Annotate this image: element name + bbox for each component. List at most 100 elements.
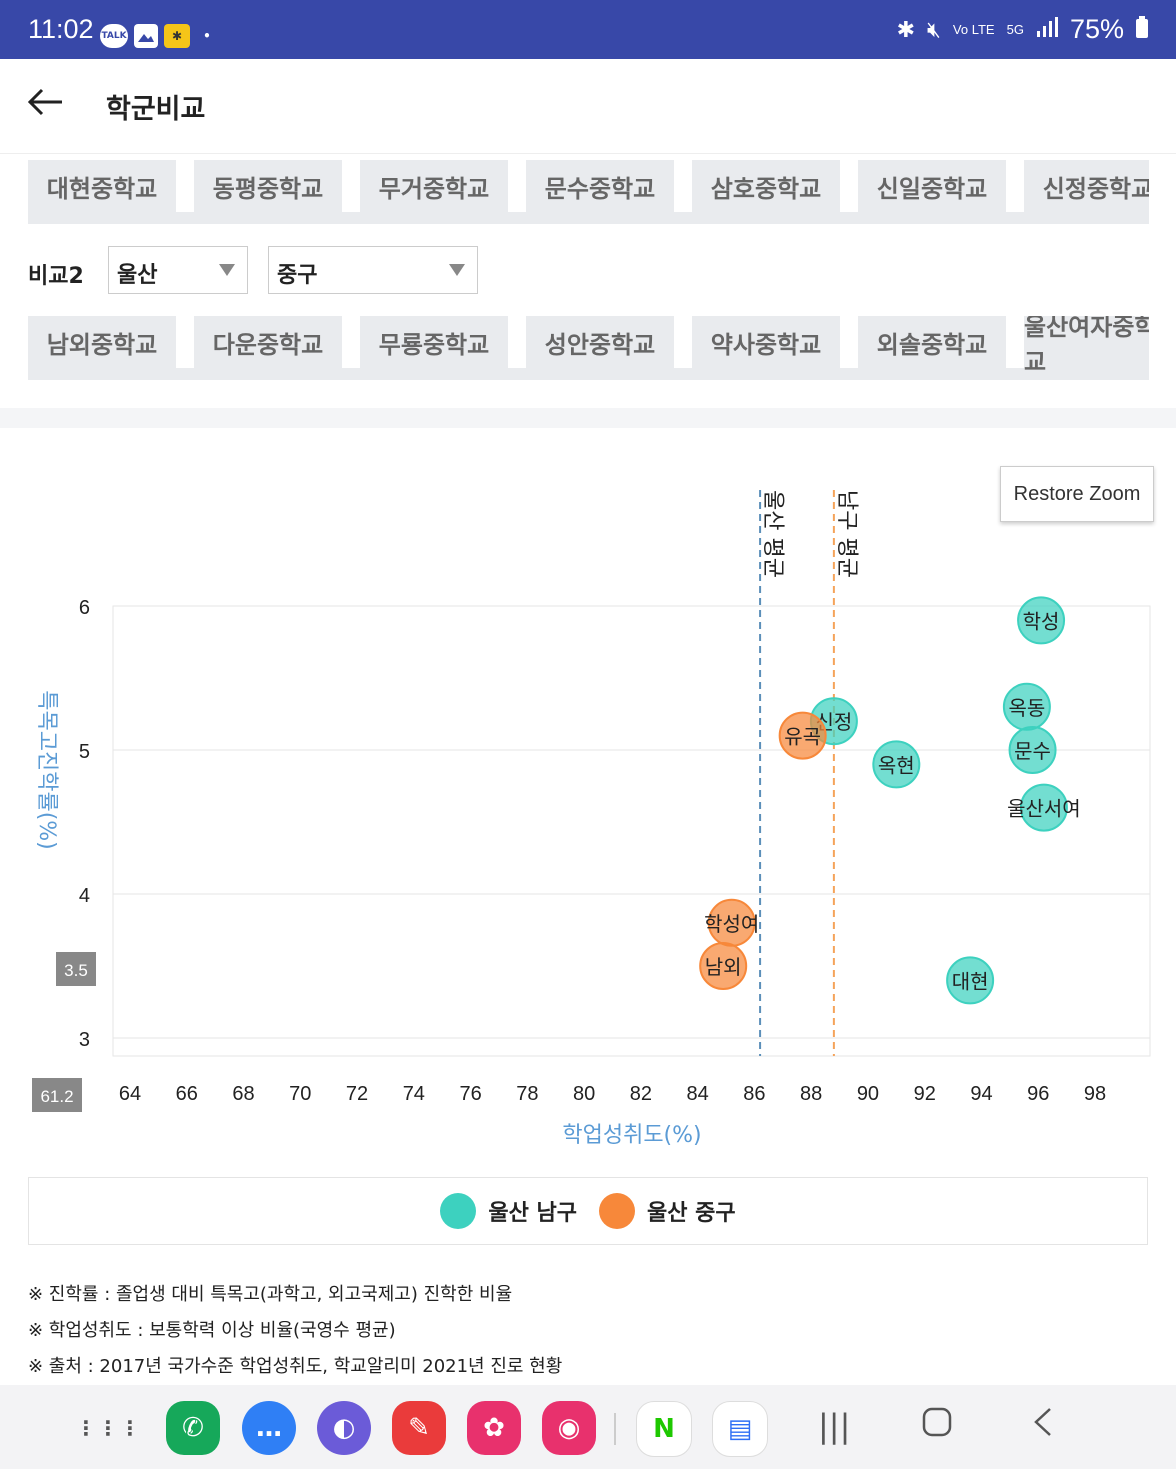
note-source: ※ 출처 : 2017년 국가수준 학업성취도, 학교알리미 2021년 진로 … (28, 1356, 563, 1377)
x-tick-label: 92 (914, 1083, 936, 1105)
tab-bar-base (28, 212, 1149, 224)
notes-icon[interactable]: ✎ (392, 1401, 446, 1455)
chart-legend: 울산 남구 울산 중구 (28, 1177, 1148, 1245)
talk-icon: TALK (100, 24, 128, 48)
status-time: 11:02 (28, 14, 94, 44)
internet-icon[interactable]: ◐ (317, 1401, 371, 1455)
x-tick-label: 76 (459, 1083, 481, 1105)
region-value: 울산 (117, 263, 158, 288)
data-point-label: 문수 (1014, 739, 1051, 763)
caret-down-icon (219, 264, 235, 276)
phone-icon[interactable]: ✆ (166, 1401, 220, 1455)
x-tick-label: 82 (630, 1083, 652, 1105)
school-tab[interactable]: 동평중학교 (194, 160, 360, 212)
home-button[interactable] (922, 1407, 952, 1445)
kakao-icon: ✱ (164, 24, 190, 48)
battery-icon (1136, 14, 1148, 45)
lte-icon: Vo LTE (952, 22, 995, 37)
school-tabs-2: 남외중학교 다운중학교 무룡중학교 성안중학교 약사중학교 외솔중학교 울산여자중학교 (28, 316, 1149, 380)
naver-map-icon[interactable]: N (636, 1401, 692, 1457)
data-point-label: 옥현 (878, 753, 915, 777)
school-tab[interactable]: 삼호중학교 (692, 160, 858, 212)
status-bar: 11:02 TALK ✱ • ✱ 🔇︎ Vo LTE 5G 75% (0, 0, 1176, 59)
legend-item[interactable]: 울산 남구 (440, 1193, 577, 1229)
district-select[interactable]: 중구 (268, 246, 478, 294)
y-tick-label: 3 (79, 1029, 90, 1051)
school-tabs-1: 대현중학교 동평중학교 무거중학교 문수중학교 삼호중학교 신일중학교 신정중학교 (28, 160, 1149, 224)
school-tab[interactable]: 문수중학교 (526, 160, 692, 212)
school-tab[interactable]: 대현중학교 (28, 160, 194, 212)
wallet-icon[interactable]: ▤ (712, 1401, 768, 1457)
caret-down-icon (449, 264, 465, 276)
bluetooth-icon: ✱ (896, 16, 916, 42)
x-tick-label: 80 (573, 1083, 595, 1105)
school-tab[interactable]: 울산여자중학교 (1024, 316, 1149, 376)
x-axis-title: 학업성취도(%) (562, 1123, 701, 1148)
school-tab[interactable]: 약사중학교 (692, 316, 858, 368)
x-tick-label: 88 (800, 1083, 822, 1105)
data-point-label: 남외 (705, 955, 742, 979)
camera-icon[interactable]: ◉ (542, 1401, 596, 1455)
x-tick-label: 98 (1084, 1083, 1106, 1105)
y-axis-title: 특목고진학률(%) (34, 690, 59, 850)
crosshair-y-box (56, 952, 96, 986)
status-right: ✱ 🔇︎ Vo LTE 5G 75% (897, 14, 1148, 45)
legend-dot (440, 1193, 477, 1229)
restore-zoom-button[interactable]: Restore Zoom (1000, 466, 1154, 522)
note-rate: ※ 진학률 : 졸업생 대비 특목고(과학고, 외고국제고) 진학한 비율 (28, 1284, 513, 1305)
y-tick-label: 4 (79, 885, 90, 907)
compare-label: 비교2 (28, 264, 84, 289)
data-point (1019, 783, 1068, 832)
school-tab[interactable]: 외솔중학교 (858, 316, 1024, 368)
reference-line-label: 남구 평균 (834, 490, 859, 578)
data-point-label: 옥동 (1008, 696, 1045, 720)
school-tab[interactable]: 신정중학교 (1024, 160, 1149, 212)
navigation-bar: ⋮⋮⋮ ✆ … ◐ ✎ ✿ ◉ N ▤ ||| (0, 1385, 1176, 1469)
x-tick-label: 90 (857, 1083, 879, 1105)
tab-bar-base (28, 368, 1149, 380)
reference-line-label: 울산 평균 (760, 490, 785, 578)
x-tick-label: 78 (516, 1083, 538, 1105)
y-tick-label: 5 (79, 741, 90, 763)
legend-item[interactable]: 울산 중구 (599, 1193, 736, 1229)
district-value: 중구 (277, 263, 318, 288)
school-tab[interactable]: 무거중학교 (360, 160, 526, 212)
x-tick-label: 94 (970, 1083, 992, 1105)
recents-button[interactable]: ||| (818, 1407, 851, 1445)
signal-icon (1036, 14, 1058, 45)
apps-icon[interactable]: ⋮⋮⋮ (76, 1416, 142, 1440)
data-point (872, 740, 921, 789)
scatter-chart: 6 5 4 3 64 66 68 70 72 74 76 78 80 82 84 86 88 90 92 94 96 98… (32, 490, 1151, 1148)
dot-icon: • (203, 29, 211, 43)
x-tick-label: 74 (403, 1083, 425, 1105)
blossom-icon[interactable]: ✿ (467, 1401, 521, 1455)
data-point-label: 학성 (1023, 609, 1060, 633)
region-select[interactable]: 울산 (108, 246, 248, 294)
crosshair-x-box (32, 1078, 82, 1112)
back-arrow-icon[interactable] (27, 87, 64, 123)
data-point-label: 울산서여 (1007, 797, 1081, 821)
data-point (1017, 596, 1066, 645)
school-tab[interactable]: 성안중학교 (526, 316, 692, 368)
school-tab[interactable]: 신일중학교 (858, 160, 1024, 212)
legend-label: 울산 중구 (647, 1201, 736, 1226)
crosshair-x-label: 61.2 (40, 1087, 73, 1106)
note-achievement: ※ 학업성취도 : 보통학력 이상 비율(국영수 평균) (28, 1320, 396, 1341)
messages-icon[interactable]: … (242, 1401, 296, 1455)
5g-icon: 5G (1006, 22, 1024, 37)
legend-dot (599, 1193, 635, 1229)
school-tab[interactable]: 무룡중학교 (360, 316, 526, 368)
data-point-label: 학성여 (704, 912, 759, 936)
school-tab[interactable]: 다운중학교 (194, 316, 360, 368)
data-point-label: 유곡 (784, 725, 821, 749)
back-button[interactable] (1032, 1407, 1054, 1445)
battery-text: 75% (1069, 14, 1124, 44)
x-tick-label: 86 (743, 1083, 765, 1105)
x-tick-label: 66 (176, 1083, 198, 1105)
x-tick-label: 64 (119, 1083, 141, 1105)
dock-separator (614, 1413, 616, 1445)
x-tick-label: 96 (1027, 1083, 1049, 1105)
school-tab[interactable]: 남외중학교 (28, 316, 194, 368)
x-tick-label: 84 (687, 1083, 709, 1105)
data-point (699, 942, 748, 990)
